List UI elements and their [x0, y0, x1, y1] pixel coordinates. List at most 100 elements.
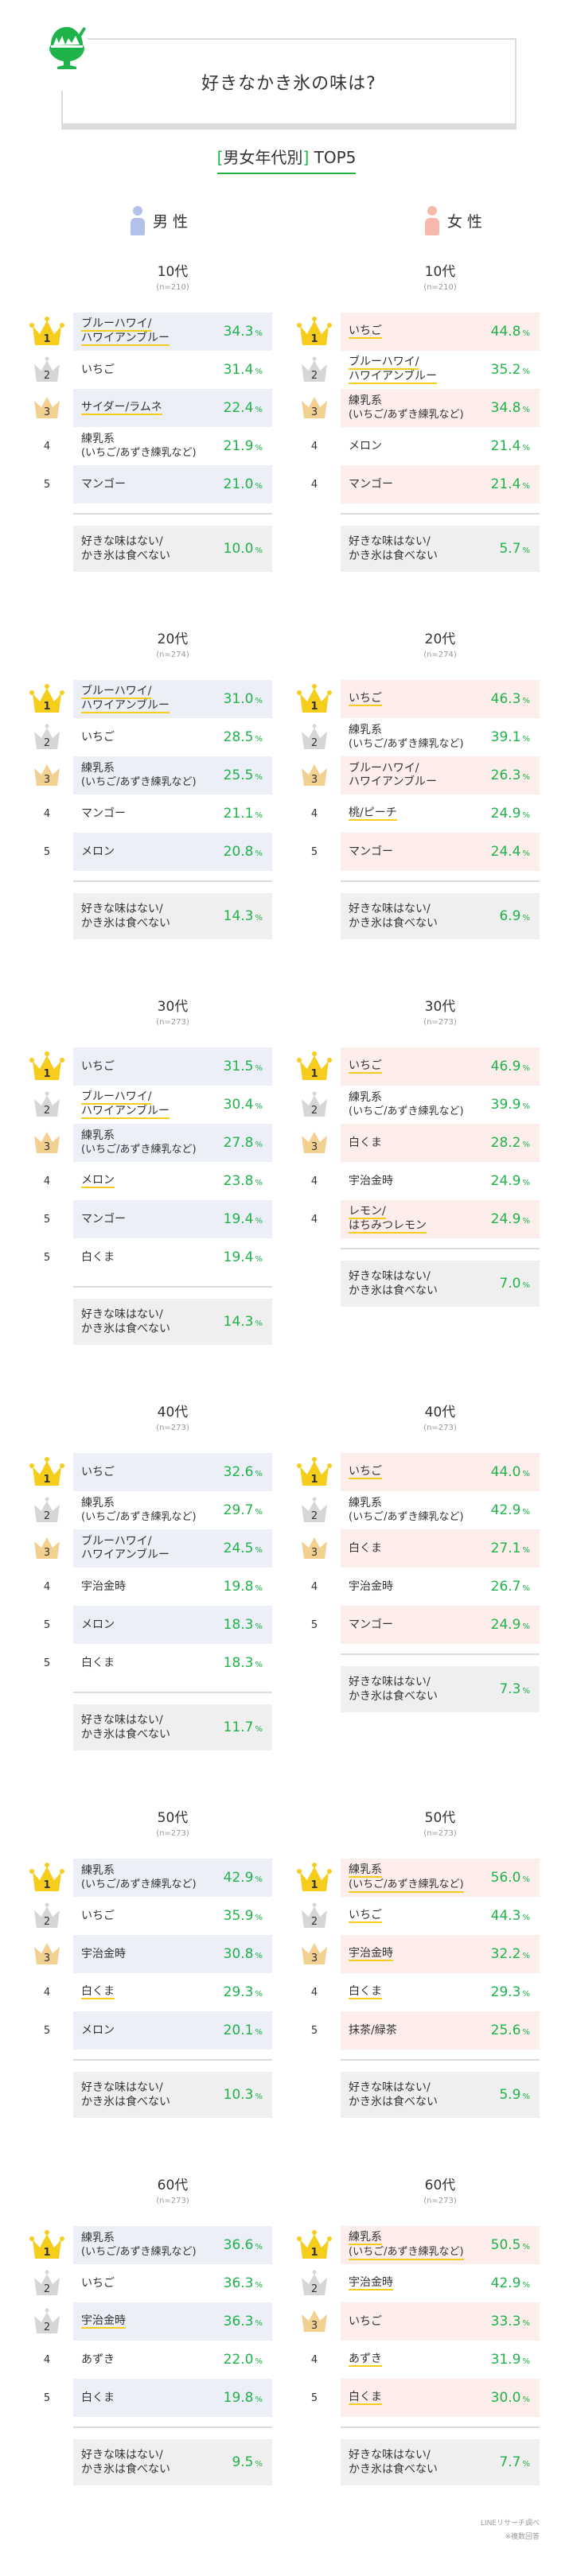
rank-number: 4 — [310, 478, 318, 491]
flavor-name: 練乳系 (いちご/あずき練乳など) — [81, 762, 197, 789]
percentage: 10.3% — [224, 2087, 263, 2103]
percent-sign: % — [522, 406, 530, 414]
percentage-value: 36.3 — [223, 2275, 254, 2291]
rank-badge: 1 — [27, 1047, 67, 1086]
rank-badge: 1 — [27, 680, 67, 718]
percentage: 29.3% — [491, 1984, 530, 2000]
rank-number: 2 — [43, 370, 51, 382]
female-person-icon — [424, 204, 439, 236]
flavor-name: 宇治金時 — [81, 2314, 126, 2329]
ranking-row: 4 レモン/はちみつレモン 24.9% — [311, 1200, 540, 1238]
percentage: 22.0% — [224, 2352, 263, 2368]
percentage: 24.9% — [491, 806, 530, 822]
rank-number: 5 — [43, 478, 51, 491]
item-name-line: 宇治金時 — [349, 1174, 393, 1187]
gender-female-label: 女 性 — [446, 212, 483, 231]
rank-number: 4 — [43, 807, 51, 820]
no-preference-label: 好きな味はない/かき氷は食べない — [349, 2081, 438, 2109]
gold-crown-icon: 1 — [296, 2230, 333, 2260]
gold-crown-icon: 1 — [296, 684, 333, 714]
flavor-name: いちご — [81, 731, 115, 744]
no-preference-label: 好きな味はない/かき氷は食べない — [349, 1269, 438, 1298]
percent-sign: % — [255, 2281, 263, 2290]
ranking-row: 3 宇治金時 30.8% — [34, 1935, 272, 1973]
sample-size: (n=273) — [423, 1829, 457, 1838]
percentage: 5.7% — [499, 541, 530, 557]
percent-sign: % — [522, 697, 530, 705]
rank-number: 4 — [43, 1580, 51, 1593]
bronze-crown-icon: 3 — [33, 1131, 61, 1155]
ranking-row: 4 宇治金時 24.9% — [311, 1162, 540, 1200]
percentage-value: 10.0 — [223, 541, 254, 557]
percent-sign: % — [522, 367, 530, 376]
rank-badge: 3 — [294, 389, 334, 427]
percentage: 18.3% — [224, 1617, 263, 1633]
no-preference-line: 好きな味はない/ — [81, 2449, 163, 2461]
percentage-value: 33.3 — [490, 2314, 521, 2329]
percent-sign: % — [522, 2092, 530, 2101]
flavor-name: いちご — [81, 1060, 115, 1074]
ranking-row: 1 いちご 44.8% — [297, 313, 540, 351]
rank-number: 4 — [43, 440, 51, 453]
ranking-row: 1 いちご 44.0% — [297, 1453, 540, 1491]
item-name-line: (いちご/あずき練乳など) — [81, 2246, 197, 2258]
rank-badge: 3 — [294, 2302, 334, 2341]
flavor-name: 練乳系 (いちご/あずき練乳など) — [81, 433, 197, 460]
gold-crown-icon: 1 — [296, 317, 333, 347]
percentage: 42.9% — [224, 1870, 263, 1886]
item-name-line: 練乳系 — [349, 1091, 382, 1104]
flavor-name: いちご — [349, 324, 382, 339]
page-title: 好きなかき氷の味は? — [201, 73, 376, 94]
gold-crown-icon: 1 — [29, 684, 65, 714]
rank-number: 1 — [310, 1474, 318, 1486]
percentage-value: 24.9 — [490, 1173, 521, 1189]
male-ranking-column: 40代 (n=273) 1 いちご 32.6% 2 練乳系 (いちご/あずき練乳など) 29.7… — [0, 1401, 286, 1750]
ranking-row: 2 練乳系 (いちご/あずき練乳など) 42.9% — [302, 1491, 540, 1529]
percentage-value: 24.9 — [490, 806, 521, 822]
item-name-line: メロン — [349, 439, 382, 453]
ranking-row: 4 白くま 29.3% — [44, 1973, 272, 2011]
percent-sign: % — [522, 1952, 530, 1960]
ranking-row: 3 白くま 27.1% — [302, 1529, 540, 1568]
flavor-name: ブルーハワイ/ハワイアンブルー — [81, 1090, 170, 1119]
rank-number: 4 — [310, 807, 318, 820]
percent-sign: % — [255, 329, 263, 338]
percent-sign: % — [522, 1914, 530, 1922]
item-name-line: 白くま — [81, 2391, 115, 2404]
item-name-line: 宇治金時 — [81, 1947, 126, 1960]
percentage-value: 44.0 — [490, 1464, 521, 1480]
percentage-value: 22.4 — [223, 400, 254, 416]
rank-number: 3 — [43, 1952, 51, 1964]
silver-crown-icon: 2 — [300, 1497, 329, 1524]
percentage: 39.9% — [491, 1097, 530, 1113]
percentage-value: 56.0 — [490, 1870, 521, 1886]
silver-crown-icon: 2 — [300, 2270, 329, 2297]
percentage-value: 35.9 — [223, 1908, 254, 1924]
male-person-icon — [130, 204, 145, 236]
rank-badge: 4 — [294, 1973, 334, 2011]
rank-number: 5 — [43, 1213, 51, 1226]
bronze-crown-icon: 3 — [33, 396, 61, 420]
ranking-row: 1 いちご 32.6% — [29, 1453, 272, 1491]
item-name-line: ブルーハワイ/ — [81, 685, 152, 699]
flavor-name: 白くま — [81, 1251, 115, 1265]
item-name-line: 桃/ピーチ — [349, 806, 397, 821]
percentage-value: 20.8 — [223, 844, 254, 860]
rank-number: 4 — [43, 1175, 51, 1187]
bronze-crown-icon: 3 — [300, 2310, 329, 2333]
rank-number: 2 — [43, 1916, 51, 1928]
ranking-row: 2 いちご 31.4% — [34, 351, 272, 389]
rank-number: 4 — [310, 1580, 318, 1593]
percentage-value: 34.3 — [223, 324, 254, 340]
multiple-answer-note: ※複数回答 — [505, 2533, 540, 2541]
item-name-line: (いちご/あずき練乳など) — [81, 1144, 197, 1156]
item-name-line: ハワイアンブルー — [349, 775, 438, 788]
percent-sign: % — [522, 811, 530, 820]
male-ranking-column: 10代 (n=210) 1 ブルーハワイ/ハワイアンブルー 34.3% 2 いちご 31.4%… — [0, 260, 286, 572]
ranking-row: 3 宇治金時 32.2% — [302, 1935, 540, 1973]
rank-badge: 3 — [294, 1935, 334, 1973]
percent-sign: % — [255, 2092, 263, 2101]
rank-badge: 1 — [27, 1859, 67, 1897]
female-ranking-column: 40代 (n=273) 1 いちご 44.0% 2 練乳系 (いちご/あずき練乳など) 42.9… — [286, 1401, 573, 1750]
item-name-line: マンゴー — [349, 845, 393, 858]
